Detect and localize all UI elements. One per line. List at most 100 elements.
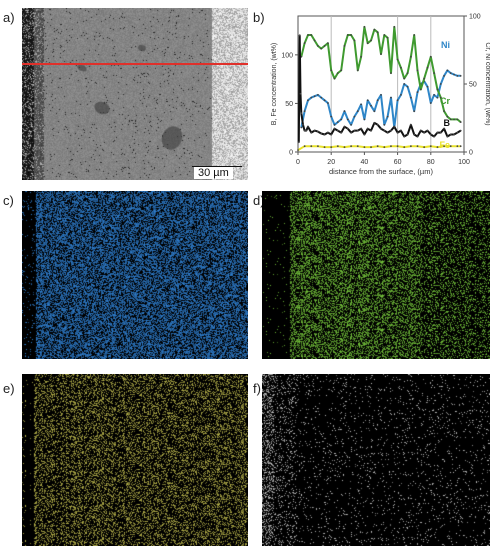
series-point-b	[416, 135, 419, 138]
series-point-cr	[419, 88, 422, 91]
series-point-b	[393, 125, 396, 128]
series-point-b	[396, 131, 399, 134]
series-point-ni	[303, 110, 306, 113]
series-point-cr	[373, 28, 376, 31]
yl-tick-label-0: 0	[289, 150, 293, 157]
panel-label-c: c)	[3, 193, 14, 208]
series-point-ni	[386, 115, 389, 118]
series-point-ni	[346, 118, 349, 121]
series-point-fe	[390, 145, 392, 148]
series-point-ni	[373, 110, 376, 113]
series-point-cr	[376, 31, 379, 34]
series-point-b	[307, 125, 309, 128]
ni-map-panel	[22, 191, 248, 359]
element-map-f	[262, 374, 490, 546]
series-point-b	[409, 123, 412, 126]
series-point-cr	[449, 118, 452, 121]
series-point-b	[400, 129, 402, 132]
series-point-b	[343, 125, 346, 128]
series-point-b	[453, 133, 455, 136]
y-axis-right-label: Cr, Ni concentration, (wt%)	[484, 42, 490, 125]
series-point-cr	[310, 34, 313, 36]
series-point-b	[423, 131, 426, 134]
series-point-cr	[370, 39, 372, 42]
series-point-b	[302, 123, 304, 126]
series-point-b	[380, 127, 382, 130]
series-point-cr	[340, 69, 343, 72]
panel-label-f: f)	[253, 381, 261, 396]
panel-label-a: a)	[3, 10, 15, 25]
series-point-ni	[317, 93, 319, 96]
series-point-ni	[443, 74, 445, 77]
series-point-b	[336, 129, 339, 132]
series-point-ni	[360, 103, 362, 106]
series-point-fe	[370, 146, 372, 149]
series-point-fe	[429, 145, 432, 148]
series-point-b	[340, 131, 343, 134]
series-point-cr	[423, 77, 426, 80]
series-point-ni	[413, 110, 416, 113]
series-point-cr	[303, 42, 306, 45]
series-point-b	[386, 131, 389, 134]
series-point-b	[310, 131, 313, 134]
yr-tick-label-0: 0	[469, 150, 473, 157]
series-point-cr	[330, 69, 333, 72]
yl-tick-label-100: 100	[281, 52, 293, 59]
series-point-fe	[423, 146, 426, 149]
series-point-fe	[443, 145, 445, 148]
concentration-profile-chart: 0 20 40 60 80 100 0 50 100 0 50 100 distance from th…	[271, 14, 490, 177]
yr-tick-label-50: 50	[469, 82, 477, 89]
series-point-ni	[433, 93, 436, 96]
series-point-ni	[446, 69, 449, 72]
series-point-fe	[356, 145, 359, 148]
series-point-b	[297, 141, 300, 144]
series-point-b	[366, 127, 369, 130]
series-point-b	[330, 133, 333, 136]
series-point-cr	[429, 55, 432, 58]
scale-bar-label: 30 µm	[194, 167, 233, 179]
series-point-ni	[456, 74, 459, 77]
x-tick-label-20: 20	[327, 159, 335, 166]
cr-map-panel	[262, 191, 490, 359]
sem-micrograph	[22, 8, 248, 180]
series-point-cr	[426, 66, 429, 69]
panel-label-e: e)	[3, 381, 15, 396]
series-label-ni: Ni	[441, 40, 450, 50]
series-point-b	[300, 112, 303, 115]
series-point-fe	[459, 145, 462, 148]
series-point-cr	[380, 53, 382, 55]
series-point-ni	[326, 102, 329, 104]
series-point-b	[406, 133, 409, 136]
series-point-ni	[439, 83, 442, 85]
series-point-ni	[370, 104, 372, 107]
series-point-cr	[416, 69, 419, 72]
series-point-b	[320, 132, 323, 135]
series-label-cr: Cr	[440, 96, 450, 106]
series-point-ni	[406, 85, 409, 88]
series-point-b	[360, 127, 362, 130]
series-point-cr	[326, 42, 329, 45]
series-point-b	[298, 34, 301, 37]
series-point-ni	[390, 96, 392, 99]
series-point-cr	[456, 118, 459, 121]
x-tick-label-0: 0	[296, 159, 300, 166]
series-point-b	[459, 129, 462, 132]
series-point-ni	[409, 96, 412, 99]
series-point-fe	[403, 146, 406, 149]
series-point-b	[363, 133, 366, 136]
series-point-b	[323, 133, 326, 136]
series-point-cr	[400, 66, 402, 69]
series-point-ni	[376, 99, 379, 102]
series-point-cr	[433, 72, 436, 75]
series-point-ni	[436, 96, 439, 99]
series-point-fe	[416, 145, 419, 148]
x-tick-label-40: 40	[361, 159, 369, 166]
series-point-cr	[439, 96, 442, 99]
series-point-cr	[360, 55, 362, 58]
series-point-cr	[323, 45, 326, 47]
series-point-b	[449, 133, 452, 136]
series-point-cr	[333, 77, 336, 80]
series-point-cr	[443, 110, 445, 113]
series-point-cr	[390, 72, 392, 75]
element-map-c	[22, 191, 248, 359]
